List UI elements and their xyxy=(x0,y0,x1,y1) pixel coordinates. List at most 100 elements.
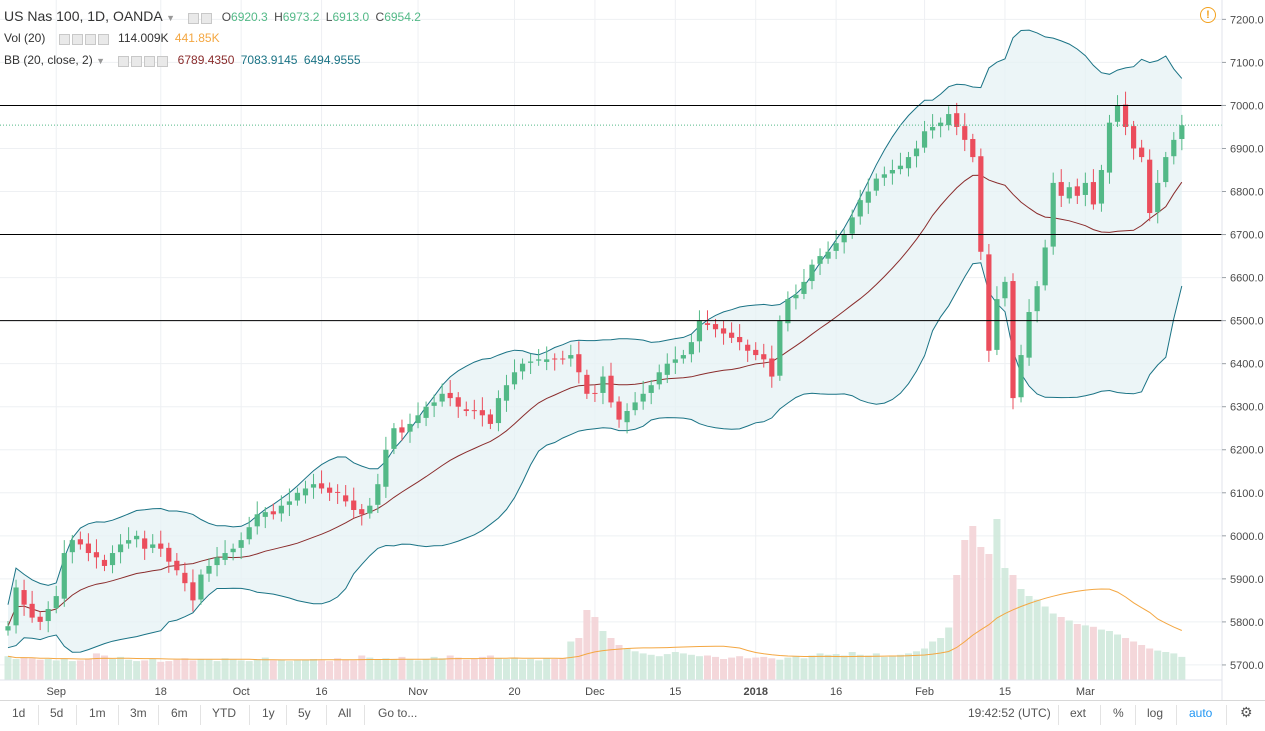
volume-bar xyxy=(808,655,816,680)
candle-down xyxy=(1090,169,1096,210)
alert-icon[interactable]: ! xyxy=(1200,7,1216,23)
eye-icon[interactable] xyxy=(58,34,70,46)
candle-up xyxy=(881,166,887,186)
range-5y[interactable]: 5y xyxy=(298,706,311,720)
volume-bar xyxy=(929,641,937,680)
candle-body xyxy=(1171,139,1177,157)
volume-bar xyxy=(543,658,551,680)
symbol-title[interactable]: US Nas 100, 1D, OANDA xyxy=(4,8,163,24)
gear-icon[interactable] xyxy=(201,13,213,25)
volume-bar xyxy=(712,656,720,680)
bb-title[interactable]: BB (20, close, 2) xyxy=(4,53,93,67)
price-tick-label: 6700.0 xyxy=(1230,230,1264,242)
range-ytd[interactable]: YTD xyxy=(212,706,236,720)
volume-title[interactable]: Vol (20) xyxy=(4,31,46,45)
auto-toggle[interactable]: auto xyxy=(1189,706,1213,720)
chevron-down-icon[interactable]: ▼ xyxy=(96,56,105,66)
candle-body xyxy=(833,243,839,251)
goto-button[interactable]: Go to... xyxy=(378,706,418,720)
volume-bar xyxy=(157,661,165,680)
candle-body xyxy=(190,582,196,601)
plus-icon[interactable] xyxy=(84,34,96,46)
candle-down xyxy=(737,324,743,351)
volume-bar xyxy=(277,659,285,680)
range-all[interactable]: All xyxy=(338,706,352,720)
price-tick-label: 6800.0 xyxy=(1230,187,1264,199)
time-axis[interactable]: Sep 18 Oct 16 Nov 20 Dec 15 2018 16 Feb 15 Mar xyxy=(0,679,1222,698)
candle-up xyxy=(310,473,317,499)
candle-down xyxy=(592,385,598,402)
gear-icon[interactable]: ⚙ xyxy=(1240,704,1253,720)
candle-body xyxy=(849,217,855,234)
candle-up xyxy=(640,380,646,410)
candle-body xyxy=(1098,170,1105,204)
candle-up xyxy=(45,601,51,633)
volume-bar xyxy=(1017,589,1025,680)
candle-up xyxy=(785,291,791,332)
eye-icon[interactable] xyxy=(188,13,200,25)
range-3m[interactable]: 3m xyxy=(130,706,147,720)
candle-down xyxy=(399,419,405,441)
candle-down xyxy=(954,102,960,136)
candle-body xyxy=(825,251,831,259)
plus-icon[interactable] xyxy=(144,56,156,68)
close-icon[interactable] xyxy=(97,34,109,46)
candle-up xyxy=(150,534,156,554)
candle-body xyxy=(439,393,445,402)
candle-up xyxy=(809,259,815,290)
chevron-down-icon[interactable]: ▼ xyxy=(166,13,175,23)
volume-bar xyxy=(44,659,52,680)
gear-icon[interactable] xyxy=(131,56,143,68)
gear-icon[interactable] xyxy=(71,34,83,46)
candles xyxy=(5,91,1185,636)
ext-toggle[interactable]: ext xyxy=(1070,706,1087,720)
range-1d[interactable]: 1d xyxy=(12,706,26,720)
close-icon[interactable] xyxy=(157,56,169,68)
volume-bar xyxy=(671,652,679,680)
volume-bar xyxy=(4,656,12,680)
candle-body xyxy=(962,126,968,140)
range-6m[interactable]: 6m xyxy=(171,706,188,720)
candle-body xyxy=(1002,281,1008,299)
eye-icon[interactable] xyxy=(118,56,130,68)
bb-upper-value: 7083.9145 xyxy=(240,53,298,67)
candle-up xyxy=(383,436,389,498)
log-toggle[interactable]: log xyxy=(1147,706,1164,720)
volume-bar xyxy=(575,638,583,680)
range-1m[interactable]: 1m xyxy=(89,706,106,720)
candle-down xyxy=(37,611,43,631)
candle-down xyxy=(479,397,485,427)
candle-up xyxy=(439,383,445,407)
volume-bar xyxy=(848,652,856,680)
volume-bar xyxy=(100,655,108,680)
time-tick-label: 2018 xyxy=(743,686,767,698)
candle-body xyxy=(729,332,735,338)
volume-bar xyxy=(20,657,28,680)
candle-body xyxy=(327,487,333,493)
candle-body xyxy=(889,170,895,174)
candle-body xyxy=(246,527,252,540)
candle-up xyxy=(53,585,59,614)
candle-body xyxy=(262,512,268,517)
candle-down xyxy=(142,530,148,560)
candle-up xyxy=(825,241,831,264)
range-1y[interactable]: 1y xyxy=(262,706,275,720)
legend-buttons[interactable] xyxy=(188,11,214,25)
volume-bar xyxy=(334,658,342,680)
volume-bar xyxy=(872,653,880,680)
candle-up xyxy=(1042,239,1048,291)
bb-legend-buttons[interactable] xyxy=(118,54,170,68)
range-5d[interactable]: 5d xyxy=(50,706,64,720)
volume-legend-buttons[interactable] xyxy=(58,32,111,46)
volume-bar xyxy=(695,656,703,680)
candle-up xyxy=(13,579,19,634)
volume-bar xyxy=(52,660,60,680)
volume-bar xyxy=(28,658,36,680)
candle-down xyxy=(351,487,357,519)
candle-body xyxy=(117,544,124,553)
price-axis[interactable]: 7200.0 7100.0 7000.0 6900.0 6800.0 6700.0 6600… xyxy=(1221,0,1265,700)
price-tick-label: 6600.0 xyxy=(1230,273,1264,285)
candle-body xyxy=(101,559,108,566)
percent-toggle[interactable]: % xyxy=(1113,706,1124,720)
